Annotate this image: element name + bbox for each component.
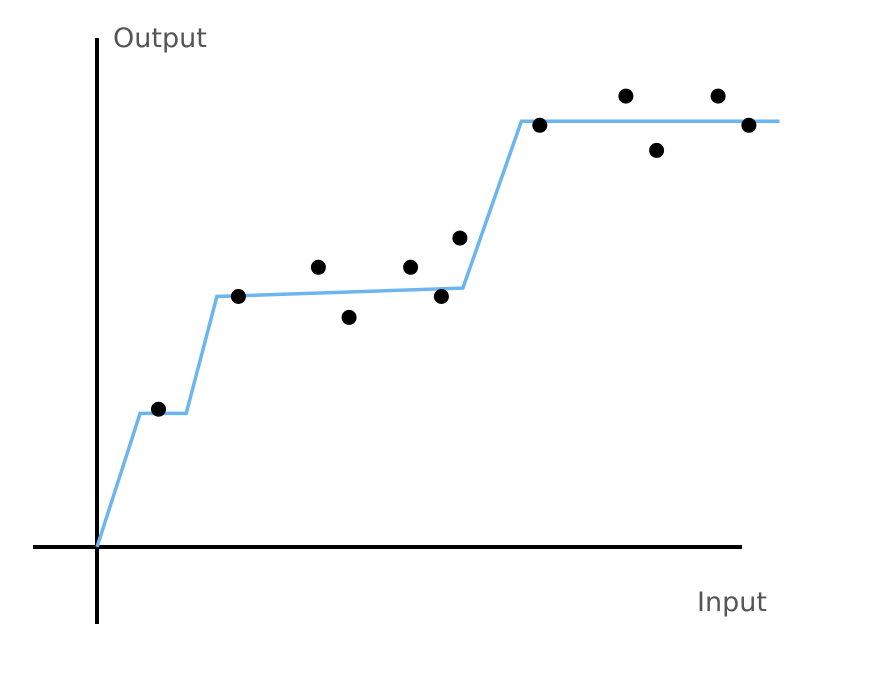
data-point	[618, 88, 634, 104]
data-point	[452, 230, 468, 246]
data-point	[433, 289, 449, 304]
data-point	[310, 259, 326, 275]
data-point	[151, 401, 166, 417]
data-point	[741, 117, 757, 133]
points-layer	[151, 88, 757, 417]
y-axis-label: Output	[113, 23, 207, 54]
data-point	[341, 309, 357, 325]
data-point	[710, 88, 726, 104]
fit-line	[95, 119, 780, 548]
fit-line-layer	[95, 119, 780, 548]
data-point	[532, 117, 548, 133]
axes	[33, 38, 742, 624]
data-point	[403, 259, 419, 275]
data-point	[649, 142, 665, 158]
x-axis-label: Input	[697, 587, 767, 618]
data-point	[230, 289, 246, 304]
